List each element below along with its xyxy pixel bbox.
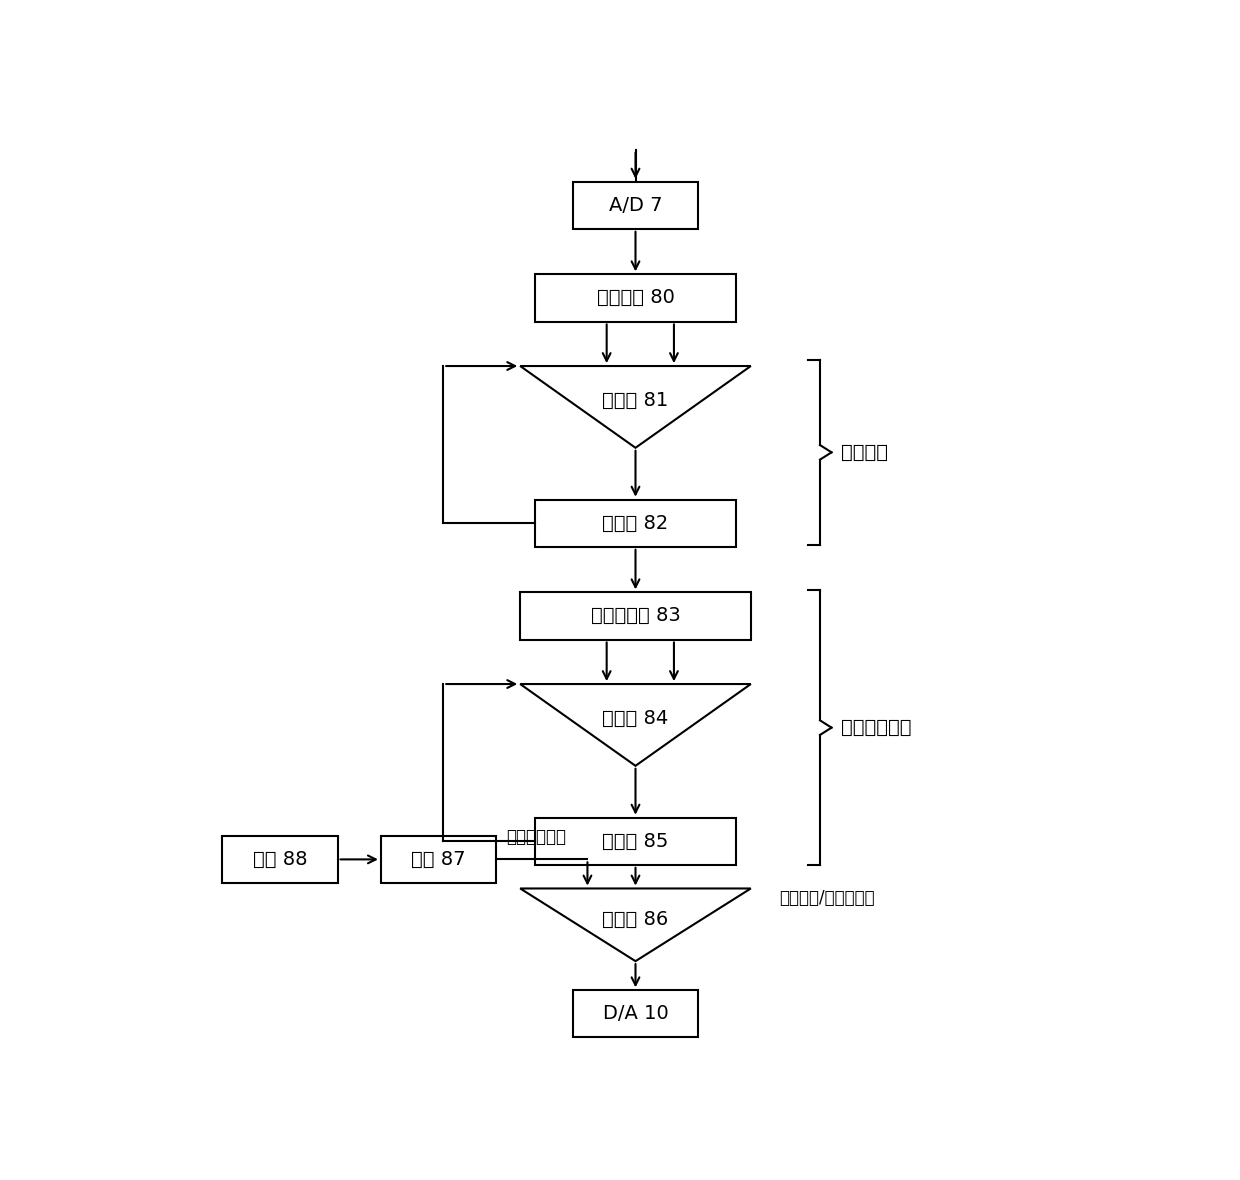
Bar	[534, 274, 737, 321]
Text: 偏置调制/阶梯波叠加: 偏置调制/阶梯波叠加	[780, 889, 875, 906]
Text: 回路积分: 回路积分	[841, 442, 888, 461]
Bar	[534, 499, 737, 546]
Text: 存储器 82: 存储器 82	[603, 513, 668, 532]
Text: 存储器 85: 存储器 85	[603, 832, 668, 851]
Bar	[573, 990, 698, 1037]
Text: 方波调制信号: 方波调制信号	[506, 827, 565, 846]
Polygon shape	[521, 889, 751, 962]
Bar	[573, 182, 698, 229]
Text: 分频 87: 分频 87	[412, 850, 466, 868]
Text: D/A 10: D/A 10	[603, 1004, 668, 1023]
Text: 加法器 86: 加法器 86	[603, 910, 668, 929]
Text: A/D 7: A/D 7	[609, 196, 662, 215]
Text: 速率寄存器 83: 速率寄存器 83	[590, 607, 681, 625]
Bar	[222, 835, 337, 883]
Text: 加法器 84: 加法器 84	[603, 709, 668, 728]
Polygon shape	[521, 366, 751, 447]
Bar	[381, 835, 496, 883]
Text: 阶梯波发生器: 阶梯波发生器	[841, 719, 911, 738]
Text: 加法器 81: 加法器 81	[603, 391, 668, 409]
Text: 晶振 88: 晶振 88	[253, 850, 308, 868]
Bar	[534, 818, 737, 865]
Polygon shape	[521, 684, 751, 766]
Bar	[521, 592, 751, 640]
Text: 数字解调 80: 数字解调 80	[596, 288, 675, 307]
